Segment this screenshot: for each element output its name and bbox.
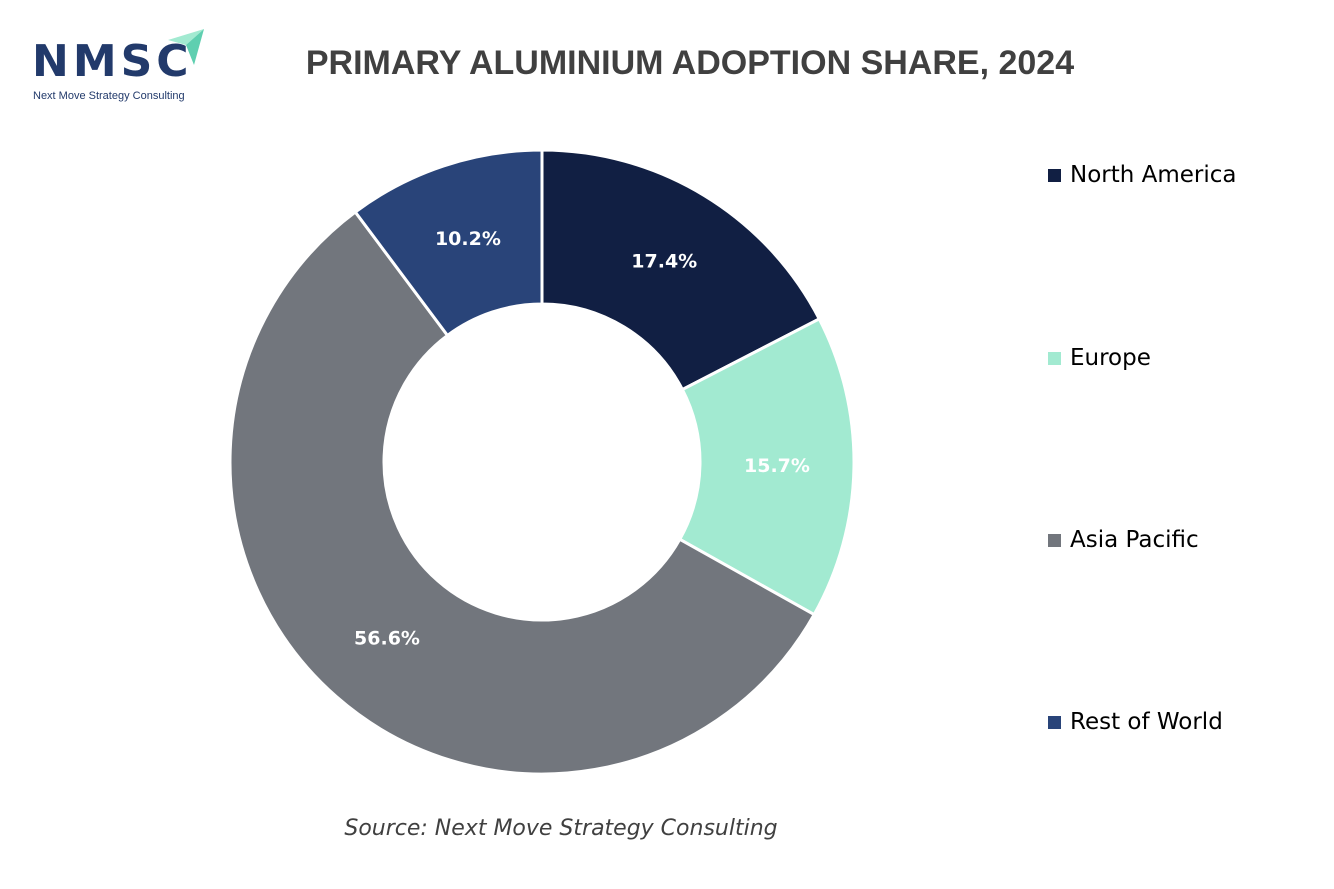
legend-label: North America	[1070, 162, 1237, 188]
donut-chart: 17.4% 15.7% 56.6% 10.2%	[228, 148, 856, 776]
legend-swatch	[1048, 351, 1061, 365]
data-label-rest-of-world: 10.2%	[435, 228, 501, 250]
legend-item-rest-of-world: Rest of World	[1048, 709, 1223, 735]
slice-north-america	[540, 148, 822, 392]
legend-item-asia-pacific: Asia Pacific	[1048, 527, 1199, 553]
legend-item-europe: Europe	[1048, 345, 1151, 371]
legend-label: Rest of World	[1070, 709, 1223, 735]
data-label-asia-pacific: 56.6%	[354, 628, 420, 650]
data-label-europe: 15.7%	[744, 455, 810, 477]
slice-rest-of-world	[353, 148, 544, 338]
legend-swatch	[1048, 715, 1061, 729]
logo-arrow-icon	[168, 29, 204, 65]
legend-label: Europe	[1070, 345, 1151, 371]
chart-title: PRIMARY ALUMINIUM ADOPTION SHARE, 2024	[305, 44, 1075, 82]
data-label-north-america: 17.4%	[631, 250, 697, 272]
source-note: Source: Next Move Strategy Consulting	[344, 816, 778, 841]
logo-tagline: Next Move Strategy Consulting	[33, 90, 185, 102]
brand-logo: NMSC Next Move Strategy Consulting	[30, 28, 210, 106]
logo-wordmark: NMSC	[32, 36, 193, 87]
legend-swatch	[1048, 533, 1061, 547]
legend-item-north-america: North America	[1048, 162, 1237, 188]
legend-swatch	[1048, 168, 1061, 182]
slice-europe	[677, 316, 856, 617]
slice-asia-pacific	[228, 209, 817, 776]
legend-label: Asia Pacific	[1070, 527, 1199, 553]
